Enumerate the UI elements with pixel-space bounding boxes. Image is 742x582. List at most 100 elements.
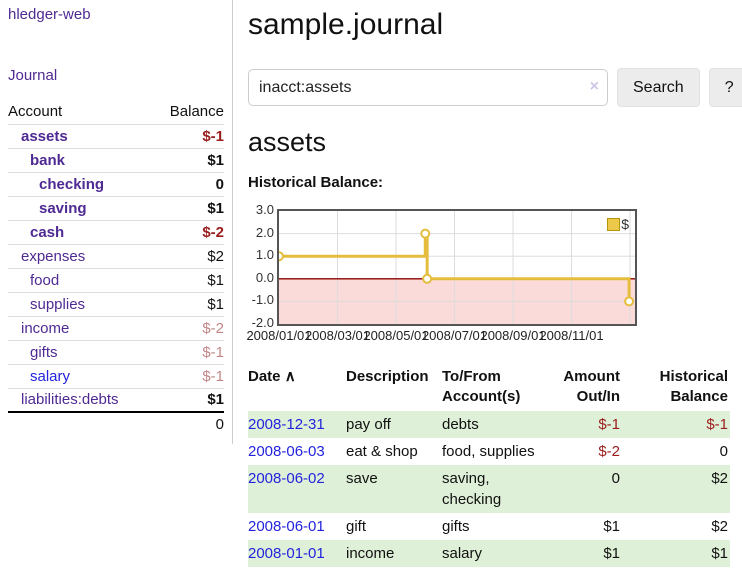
x-axis-tick: 2008/01/01 — [246, 328, 312, 343]
brand-link[interactable]: hledger-web — [8, 6, 91, 23]
account-link-saving[interactable]: saving — [39, 199, 87, 217]
search-button[interactable]: Search — [617, 68, 700, 107]
account-link-supplies[interactable]: supplies — [30, 295, 86, 313]
account-row: salary $-1 — [8, 364, 224, 388]
account-row: expenses $2 — [8, 244, 224, 268]
transaction-balance: $2 — [711, 470, 728, 487]
search-input[interactable] — [248, 69, 608, 106]
account-row: food $1 — [8, 268, 224, 292]
clear-search-icon[interactable]: × — [589, 78, 599, 95]
sidebar-item-journal[interactable]: Journal — [8, 67, 58, 84]
y-axis-tick: 0.0 — [255, 269, 274, 285]
account-link-bank[interactable]: bank — [30, 151, 66, 169]
account-link-cash[interactable]: cash — [30, 223, 65, 241]
transaction-amount: $1 — [603, 518, 620, 535]
account-row: assets $-1 — [8, 124, 224, 148]
accounts-total-value: 0 — [215, 416, 224, 433]
transaction-amount: $-2 — [598, 443, 620, 460]
accounts-header-account: Account — [8, 103, 63, 121]
account-link-salary[interactable]: salary — [30, 367, 71, 385]
account-link-assets[interactable]: assets — [21, 127, 68, 145]
transaction-description: pay off — [346, 416, 391, 433]
y-axis-tick: 2.0 — [255, 224, 274, 240]
account-link-expenses[interactable]: expenses — [21, 247, 86, 265]
main-content: sample.journal × Search ? assets Histori… — [233, 0, 742, 567]
search-box: × — [248, 69, 608, 106]
data-point-marker — [279, 251, 284, 262]
help-button[interactable]: ? — [708, 68, 742, 107]
header-accounts: To/From Account(s) — [442, 368, 521, 405]
y-axis-tick: -1.0 — [251, 292, 274, 308]
page-title: sample.journal — [248, 8, 444, 41]
header-balance: Historical Balance — [659, 368, 728, 405]
transaction-date-link[interactable]: 2008-06-03 — [248, 443, 325, 460]
data-point-marker — [422, 273, 433, 284]
account-balance: $2 — [207, 247, 224, 265]
chart-legend: $ — [607, 216, 629, 232]
chart-canvas — [279, 211, 635, 324]
app: hledger-web Journal Account Balance asse… — [8, 0, 742, 567]
transaction-date-link[interactable]: 2008-06-01 — [248, 518, 325, 535]
transaction-accounts: debts — [442, 416, 479, 433]
transaction-accounts: saving, checking — [442, 470, 502, 508]
transaction-row: 2008-06-03 eat & shop food, supplies $-2 0 — [248, 438, 730, 465]
chart-plot-area: $ — [277, 209, 637, 326]
account-link-gifts[interactable]: gifts — [30, 343, 58, 361]
transaction-amount: $1 — [603, 545, 620, 562]
legend-label: $ — [621, 216, 629, 232]
transaction-description: income — [346, 545, 395, 562]
accounts-total-row: 0 — [8, 412, 224, 436]
transaction-row: 2008-06-02 save saving, checking 0 $2 — [248, 465, 730, 513]
account-balance: $-1 — [202, 367, 224, 385]
account-link-income[interactable]: income — [21, 319, 70, 337]
account-row: supplies $1 — [8, 292, 224, 316]
transaction-accounts: gifts — [442, 518, 470, 535]
transaction-balance: $-1 — [706, 416, 728, 433]
account-balance: $1 — [207, 391, 224, 409]
transaction-amount: $-1 — [598, 416, 620, 433]
transactions-header-row: Date ∧ Description To/From Account(s) Am… — [248, 365, 730, 411]
transaction-balance: 0 — [719, 443, 728, 460]
data-point-marker — [420, 228, 431, 239]
accounts-header-balance: Balance — [169, 103, 224, 121]
data-point-marker — [624, 296, 635, 307]
account-row: cash $-2 — [8, 220, 224, 244]
transaction-description: save — [346, 470, 378, 487]
transaction-date-link[interactable]: 2008-12-31 — [248, 416, 325, 433]
account-balance: $1 — [207, 271, 224, 289]
account-balance: 0 — [215, 175, 224, 193]
account-link-liabilities-debts[interactable]: liabilities:debts — [21, 391, 119, 409]
search-form: × Search ? — [248, 68, 742, 107]
account-balance: $-2 — [202, 223, 224, 241]
transaction-date-link[interactable]: 2008-01-01 — [248, 545, 325, 562]
transaction-accounts: food, supplies — [442, 443, 535, 460]
transaction-balance: $2 — [711, 518, 728, 535]
account-row: checking 0 — [8, 172, 224, 196]
balance-chart: $ 3.0 2.0 1.0 0.0 -1.0 -2.0 2008/01/01 2008/03/… — [246, 201, 742, 343]
account-link-checking[interactable]: checking — [39, 175, 105, 193]
account-row: gifts $-1 — [8, 340, 224, 364]
account-balance: $-1 — [202, 127, 224, 145]
header-date[interactable]: Date ∧ — [248, 365, 346, 411]
x-axis-tick: 2008/05/01 — [363, 328, 429, 343]
transaction-row: 2008-01-01 income salary $1 $1 — [248, 540, 730, 567]
transaction-accounts: salary — [442, 545, 483, 562]
header-amount: Amount Out/In — [563, 368, 620, 405]
transaction-row: 2008-12-31 pay off debts $-1 $-1 — [248, 411, 730, 438]
account-row: bank $1 — [8, 148, 224, 172]
account-balance: $1 — [207, 151, 224, 169]
sort-asc-icon: ∧ — [284, 368, 296, 385]
account-balance: $1 — [207, 295, 224, 313]
y-axis-tick: 3.0 — [255, 202, 274, 217]
account-link-food[interactable]: food — [30, 271, 60, 289]
legend-swatch — [607, 217, 621, 231]
transaction-date-link[interactable]: 2008-06-02 — [248, 470, 325, 487]
y-axis-tick: 1.0 — [255, 247, 274, 263]
header-date-label: Date — [248, 368, 281, 385]
transactions-table: Date ∧ Description To/From Account(s) Am… — [248, 365, 730, 567]
header-description: Description — [346, 368, 429, 385]
account-row: income $-2 — [8, 316, 224, 340]
account-title: assets — [248, 127, 327, 157]
account-balance: $-2 — [202, 319, 224, 337]
x-axis-tick: 2008/11/01 — [539, 328, 604, 343]
